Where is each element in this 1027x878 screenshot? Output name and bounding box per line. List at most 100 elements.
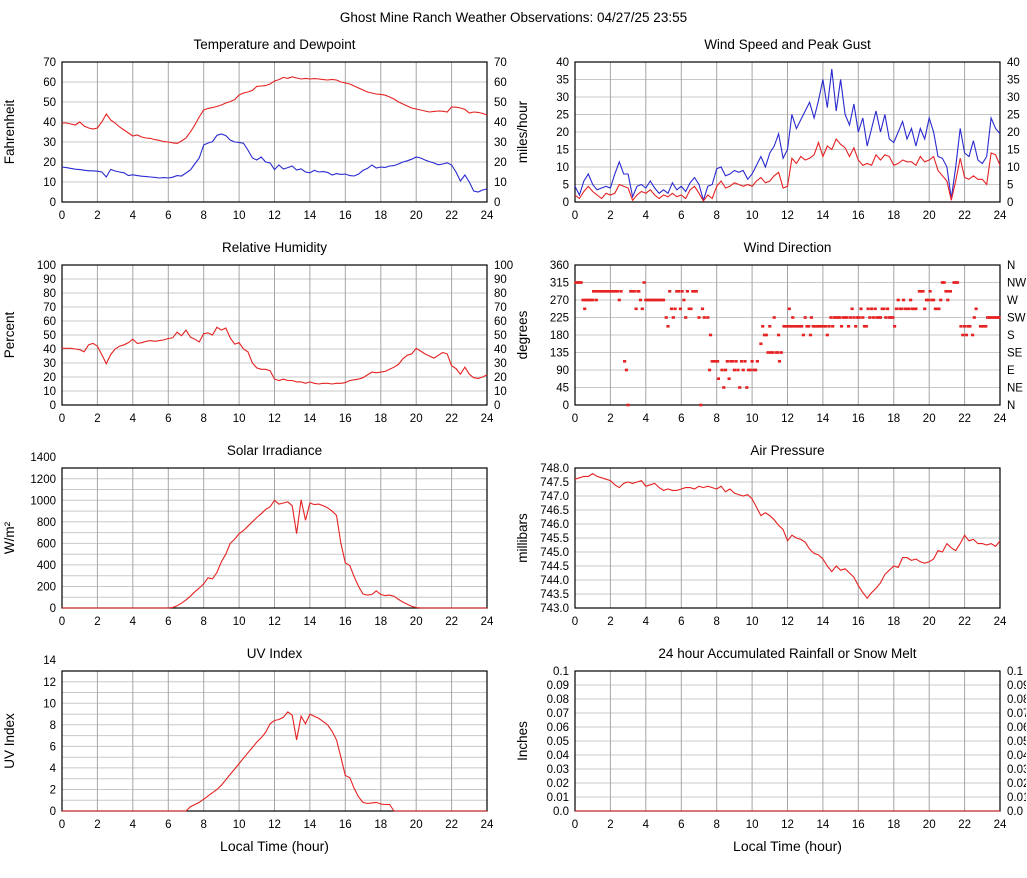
y-tick-label: 60	[43, 316, 56, 328]
y-tick-label-right: 60	[494, 316, 507, 328]
x-tick-label: 20	[410, 413, 423, 425]
scatter-point	[836, 316, 840, 319]
chart-title: Solar Irradiance	[227, 443, 322, 458]
scatter-point	[673, 307, 677, 311]
y-tick-label: 748.0	[540, 463, 569, 475]
y-tick-label: 10	[43, 698, 56, 710]
scatter-point	[668, 290, 672, 293]
x-tick-label: 0	[59, 413, 65, 425]
y-tick-label: 10	[556, 162, 569, 174]
scatter-point	[762, 333, 767, 337]
x-tick-label: 14	[304, 819, 317, 831]
x-tick-label: 6	[165, 210, 171, 222]
scatter-point	[813, 325, 817, 328]
x-tick-label: 10	[746, 616, 759, 628]
scatter-point	[603, 290, 607, 293]
scatter-point	[909, 298, 913, 302]
x-tick-label: 8	[713, 210, 719, 222]
y-tick-label: 35	[556, 75, 569, 87]
scatter-point	[745, 386, 749, 389]
y-tick-label-right: 0	[1007, 197, 1013, 209]
scatter-point	[626, 403, 630, 407]
scatter-point	[946, 298, 950, 302]
y-tick-label-right: 0.01	[1007, 792, 1026, 804]
scatter-point	[720, 368, 724, 372]
scatter-point	[917, 290, 921, 293]
chart-title: Air Pressure	[750, 443, 824, 458]
x-tick-label: 4	[643, 210, 650, 222]
scatter-point	[994, 316, 999, 319]
scatter-point	[880, 307, 884, 311]
y-tick-label: 135	[550, 348, 569, 360]
x-tick-label: 16	[852, 616, 865, 628]
y-tick-label: 45	[556, 383, 569, 395]
x-tick-label: 22	[958, 819, 971, 831]
x-axis-label: Local Time (hour)	[733, 838, 842, 854]
y-tick-label: 0	[563, 197, 569, 209]
scatter-point	[905, 307, 909, 311]
scatter-point	[608, 290, 612, 293]
scatter-point	[610, 290, 614, 293]
scatter-point	[857, 316, 861, 319]
scatter-point	[900, 307, 904, 311]
y-tick-label-right: 0.06	[1007, 722, 1026, 734]
scatter-point	[785, 325, 790, 328]
scatter-point	[882, 307, 886, 311]
y-tick-label: 747.0	[540, 491, 569, 503]
scatter-point	[972, 316, 976, 319]
chart-wind-direction: 0 N 45 NE 90 E 135 SE 180 S 225 SW 270 W 315 NW 360 N 0 2 4 6…	[513, 235, 1026, 438]
scatter-point	[579, 281, 583, 284]
scatter-point	[861, 316, 865, 319]
scatter-point	[680, 290, 684, 293]
y-tick-label: 746.0	[540, 519, 569, 531]
y-tick-label: 745.5	[540, 533, 569, 545]
scatter-point	[612, 290, 616, 293]
scatter-point	[777, 360, 782, 363]
series-dewpoint	[61, 133, 488, 193]
scatter-point	[986, 316, 990, 319]
scatter-point	[584, 298, 588, 302]
x-tick-label: 10	[233, 616, 246, 628]
scatter-point	[755, 360, 759, 363]
scatter-point	[803, 316, 807, 319]
scatter-point	[873, 307, 877, 311]
scatter-point	[784, 325, 788, 328]
y-tick-label: 225	[550, 313, 569, 325]
scatter-point	[654, 298, 659, 302]
scatter-point	[694, 290, 698, 293]
chart-temperature-dewpoint: 0 0 10 10 20 20 30 30 40 40 50 50 60 60 70 70 0 2 4 6 8 10 12 1…	[0, 32, 513, 235]
y-tick-label: 360	[550, 260, 569, 272]
scatter-point	[776, 351, 780, 354]
scatter-point	[912, 307, 916, 311]
y-tick-label-right: 90	[494, 274, 507, 286]
y-tick-label-right: 25	[1007, 110, 1020, 122]
scatter-point	[811, 325, 815, 328]
x-tick-label: 22	[445, 413, 458, 425]
scatter-point	[889, 316, 893, 319]
x-tick-label: 6	[678, 210, 684, 222]
scatter-point	[954, 281, 958, 284]
scatter-point	[982, 325, 986, 328]
scatter-point	[937, 307, 941, 311]
scatter-point	[838, 316, 842, 319]
x-tick-label: 12	[268, 819, 281, 831]
x-tick-label: 2	[607, 819, 613, 831]
scatter-point	[923, 307, 927, 311]
scatter-point	[794, 325, 798, 328]
scatter-point	[968, 325, 972, 328]
scatter-point	[589, 298, 593, 302]
scatter-point	[942, 281, 946, 284]
scatter-point	[824, 325, 828, 328]
scatter-point	[598, 290, 602, 293]
scatter-point	[642, 281, 646, 284]
scatter-point	[764, 333, 768, 337]
scatter-point	[653, 298, 657, 302]
y-tick-label: 5	[563, 180, 569, 192]
y-tick-label: 30	[43, 358, 56, 370]
y-tick-label-right: 15	[1007, 145, 1020, 157]
scatter-point	[829, 316, 833, 319]
x-tick-label: 24	[994, 413, 1007, 425]
